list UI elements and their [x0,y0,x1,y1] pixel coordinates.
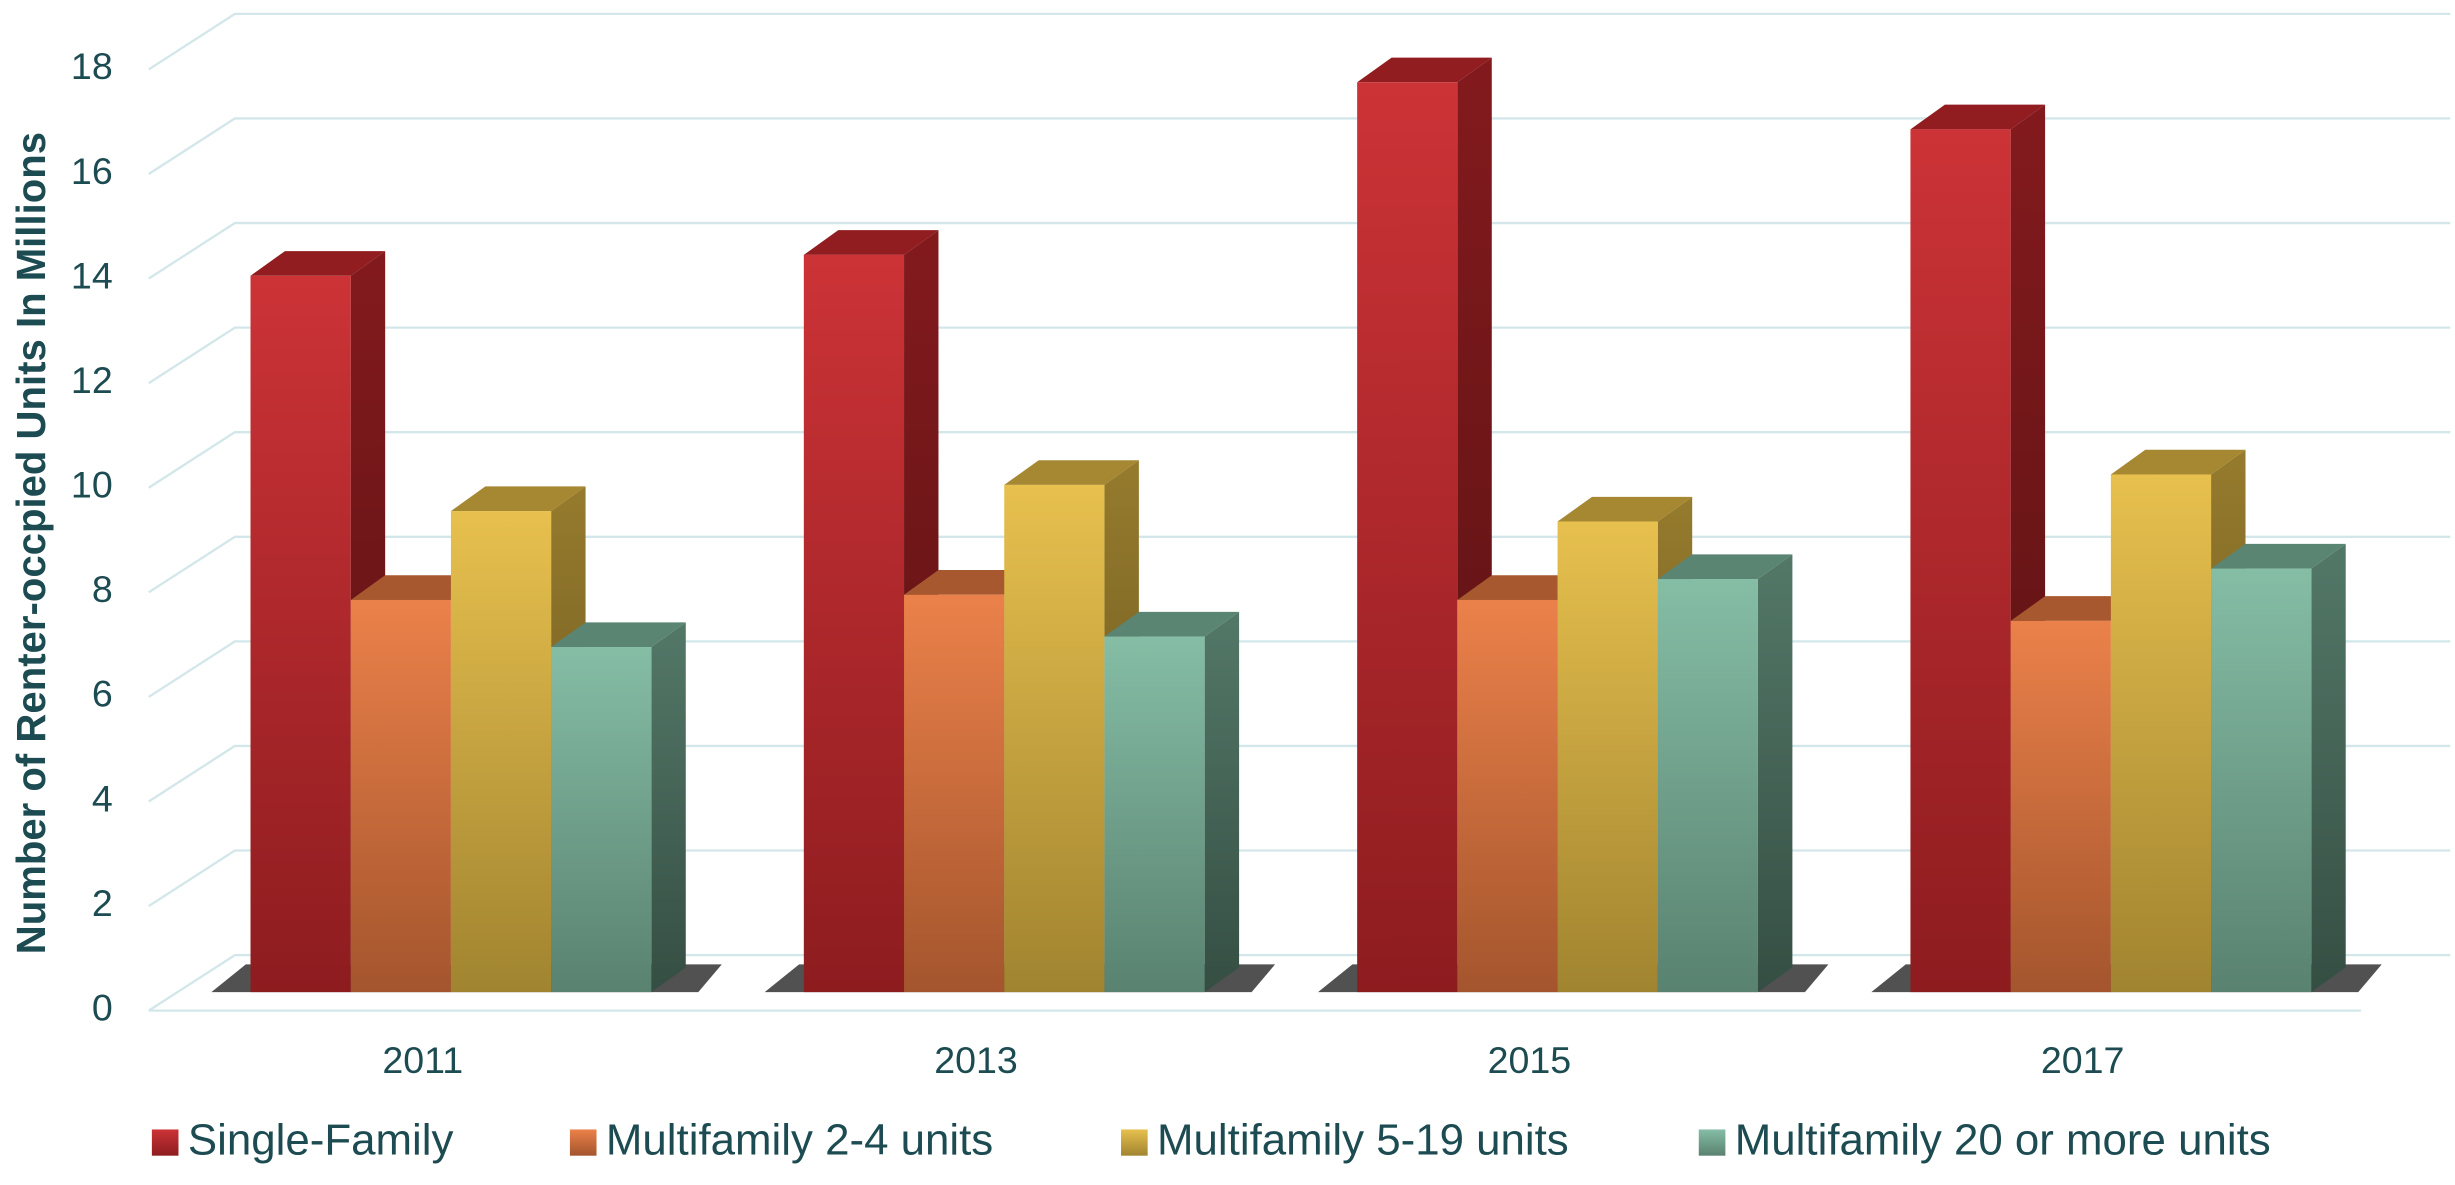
x-tick-label: 2017 [2041,1039,2125,1081]
bar-side [1204,611,1240,993]
bar-front [2010,620,2111,993]
bar [1104,611,1240,993]
y-tick-label: 4 [92,778,113,820]
legend-swatch [1121,1129,1148,1156]
legend-swatch [569,1129,597,1156]
grid-line [148,535,2451,594]
bar [1910,104,2046,993]
bar-front [1357,82,1458,993]
grid-line [148,326,2451,385]
y-tick-label: 18 [71,45,113,87]
bar-top [1657,554,1793,580]
y-tick-label: 16 [71,150,113,192]
bar-side [2311,543,2346,993]
bar [1657,554,1793,993]
bar-front [1457,599,1558,993]
bar-side [1757,554,1793,993]
legend-label: Multifamily 20 or more units [1735,1117,2271,1165]
bar-front [1004,484,1105,993]
bar-top [250,251,386,276]
grid-line [148,431,2451,489]
bar-front [1557,521,1658,993]
x-tick-label: 2011 [382,1039,463,1081]
bar-front [450,511,552,993]
bar-top [803,230,939,255]
y-axis-label: Number of Renter-occpied Units In Millio… [8,132,54,954]
bar-top [1910,104,2046,130]
x-tick-label: 2015 [1488,1039,1572,1081]
y-tick-label: 10 [71,464,113,506]
y-tick-label: 6 [92,673,113,715]
bar-top [551,622,686,648]
bar-front [250,275,351,993]
bar-front [1104,636,1205,993]
y-tick-label: 12 [71,359,113,401]
bar-front [1910,129,2011,993]
bar-front [803,254,905,993]
y-tick-label: 8 [92,568,113,610]
legend-label: Multifamily 5-19 units [1157,1117,1569,1165]
bar-front [1657,579,1758,993]
legend-label: Multifamily 2-4 units [606,1117,993,1165]
bar-front [2110,474,2212,993]
grid-line [148,117,2451,175]
bar-top [2110,449,2246,475]
bar-front [551,647,652,993]
bar-top [1104,611,1240,637]
bar-front [2211,568,2312,993]
bar-front [904,594,1005,993]
y-tick-label: 0 [92,987,113,1029]
bar [551,622,686,993]
bar-top [2211,543,2346,569]
bar-top [450,486,586,512]
bar-top [1004,460,1139,485]
x-tick-label: 2013 [934,1039,1018,1081]
bar-top [1557,496,1693,522]
bar [2211,543,2346,993]
y-tick-label: 14 [71,255,113,297]
bar [250,251,386,993]
legend-swatch [1698,1129,1726,1156]
bar-front [350,599,451,993]
bar-side [651,622,686,993]
legend-swatch [151,1129,179,1156]
grid-line [148,221,2451,280]
bar-top [1357,57,1492,83]
grid-line [148,12,2451,71]
legend-label: Single-Family [188,1117,454,1165]
y-tick-label: 2 [92,882,113,924]
